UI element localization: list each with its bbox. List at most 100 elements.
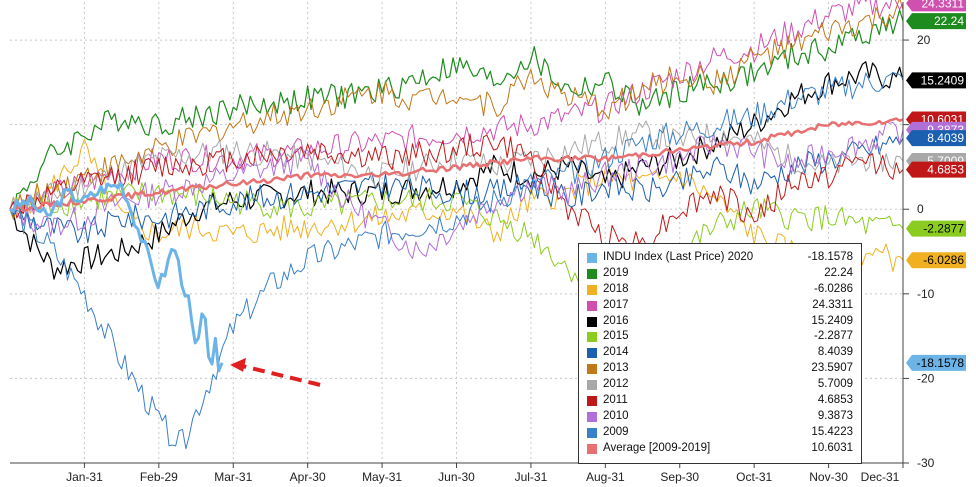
legend-item: 2019 22.24 xyxy=(587,266,853,282)
legend-item: 2013 23.5907 xyxy=(587,361,853,377)
y-tick-label: -10 xyxy=(917,287,935,301)
legend-label: 2010 xyxy=(603,409,629,422)
last-value-tags: 24.331122.2415.240910.60319.38738.40395.… xyxy=(906,0,966,371)
legend-value: 5.7009 xyxy=(817,378,853,391)
last-value-tag-text: 24.3311 xyxy=(922,0,965,10)
legend-label: 2016 xyxy=(603,314,629,327)
last-value-tag-bg xyxy=(906,252,966,269)
legend-label: 2018 xyxy=(603,282,629,295)
arrow-head xyxy=(230,357,247,372)
legend-value: 23.5907 xyxy=(811,362,853,375)
x-tick-label: Jun-30 xyxy=(438,470,475,484)
legend-label: 2014 xyxy=(603,346,629,359)
legend-item: 2010 9.3873 xyxy=(587,409,853,425)
y-tick-label: -20 xyxy=(917,371,935,385)
legend-value: 15.4223 xyxy=(811,425,853,438)
y-tick-label: 20 xyxy=(917,33,931,47)
last-value-tag-bg xyxy=(906,220,966,237)
legend-label: INDU Index (Last Price) 2020 xyxy=(603,251,754,263)
series-line-2015 xyxy=(9,182,904,301)
legend-item: 2018 -6.0286 xyxy=(587,282,853,298)
legend-item: 2015 -2.2877 xyxy=(587,329,853,345)
x-tick-label: Mar-31 xyxy=(214,470,252,484)
series-line-2014 xyxy=(9,135,904,244)
series-line-2011 xyxy=(9,133,904,254)
series-line-2013 xyxy=(9,0,904,220)
last-value-tag-text: 22.24 xyxy=(934,14,964,28)
last-value-tag: -18.1578 xyxy=(906,354,966,371)
x-tick-label: Feb-29 xyxy=(140,470,178,484)
x-tick-label: Oct-31 xyxy=(736,470,772,484)
last-value-tag-text: 15.2409 xyxy=(921,73,965,87)
legend-item: 2014 8.4039 xyxy=(587,345,853,361)
last-value-tag-text: 4.6853 xyxy=(927,163,964,177)
legend: INDU Index (Last Price) 2020 -18.1578 2019… xyxy=(578,243,862,464)
legend-label: 2019 xyxy=(603,266,629,279)
legend-label: 2017 xyxy=(603,298,629,311)
series-line-average-2009-2019 xyxy=(9,117,904,212)
series-line-2009 xyxy=(9,72,904,450)
arrow-shaft xyxy=(241,363,321,387)
legend-label: 2015 xyxy=(603,330,629,343)
legend-label: Average [2009-2019] xyxy=(603,441,711,454)
last-value-tag-bg xyxy=(906,161,966,178)
series-line-indu-index-last-price-2020 xyxy=(9,181,224,373)
legend-value: -2.2877 xyxy=(813,330,853,343)
legend-item: 2017 24.3311 xyxy=(587,298,853,314)
last-value-tag-bg xyxy=(906,13,966,30)
legend-swatch xyxy=(587,284,597,295)
legend-label: 2012 xyxy=(603,378,629,391)
legend-value: 9.3873 xyxy=(817,409,853,422)
series-line-2016 xyxy=(9,61,904,280)
last-value-tag-bg xyxy=(906,0,966,12)
legend-swatch xyxy=(587,332,597,343)
legend-swatch xyxy=(587,300,597,311)
last-value-tag: -6.0286 xyxy=(906,252,966,269)
last-value-tag-text: -18.1578 xyxy=(917,356,965,370)
series-line-2010 xyxy=(9,121,904,259)
x-tick-label: May-31 xyxy=(362,470,402,484)
axes-layer: 2010 0 -10 -20 -30 Jan-31 Feb-29 Mar-31 Apr-30 Ma… xyxy=(10,2,935,484)
x-tick-label: Dec-31 xyxy=(861,470,900,484)
legend-label: 2013 xyxy=(603,362,629,375)
last-value-tag: 22.24 xyxy=(906,13,966,30)
legend-item: INDU Index (Last Price) 2020 -18.1578 xyxy=(587,250,853,266)
legend-value: -18.1578 xyxy=(807,251,853,263)
legend-item: 2009 15.4223 xyxy=(587,425,853,441)
x-tick-label: Apr-30 xyxy=(290,470,326,484)
series-line-2012 xyxy=(9,120,904,217)
x-tick-label: Nov-30 xyxy=(809,470,848,484)
legend-swatch xyxy=(587,268,597,279)
last-value-tag: 15.2409 xyxy=(906,72,966,89)
legend-swatch xyxy=(587,364,597,375)
last-value-tag: 8.4039 xyxy=(906,130,966,147)
y-tick-label: 0 xyxy=(917,202,924,216)
last-value-tag: 4.6853 xyxy=(906,161,966,178)
legend-swatch xyxy=(587,411,597,422)
legend-item: 2012 5.7009 xyxy=(587,377,853,393)
last-value-tag-bg xyxy=(906,354,966,371)
last-value-tag-text: 8.4039 xyxy=(927,131,964,145)
last-value-tag-text: -6.0286 xyxy=(923,253,964,267)
last-value-tag-bg xyxy=(906,72,966,89)
legend-item: 2011 4.6853 xyxy=(587,393,853,409)
last-value-tag: -2.2877 xyxy=(906,220,966,237)
legend-item: 2016 15.2409 xyxy=(587,314,853,330)
legend-value: 15.2409 xyxy=(811,314,853,327)
legend-swatch xyxy=(587,348,597,359)
series-line-2017 xyxy=(9,0,904,219)
x-tick-label: Sep-30 xyxy=(660,470,699,484)
legend-label: 2011 xyxy=(603,394,628,407)
x-tick-label: Jan-31 xyxy=(66,470,103,484)
last-value-tag-bg xyxy=(906,130,966,147)
last-value-tag-text: -2.2877 xyxy=(923,222,964,236)
legend-value: 8.4039 xyxy=(817,346,853,359)
legend-value: -6.0286 xyxy=(813,282,853,295)
legend-value: 22.24 xyxy=(824,266,853,279)
legend-swatch xyxy=(587,316,597,327)
last-value-tag: 24.3311 xyxy=(906,0,966,12)
legend-swatch xyxy=(587,395,597,406)
legend-value: 4.6853 xyxy=(817,394,853,407)
legend-item: Average [2009-2019] 10.6031 xyxy=(587,441,853,457)
